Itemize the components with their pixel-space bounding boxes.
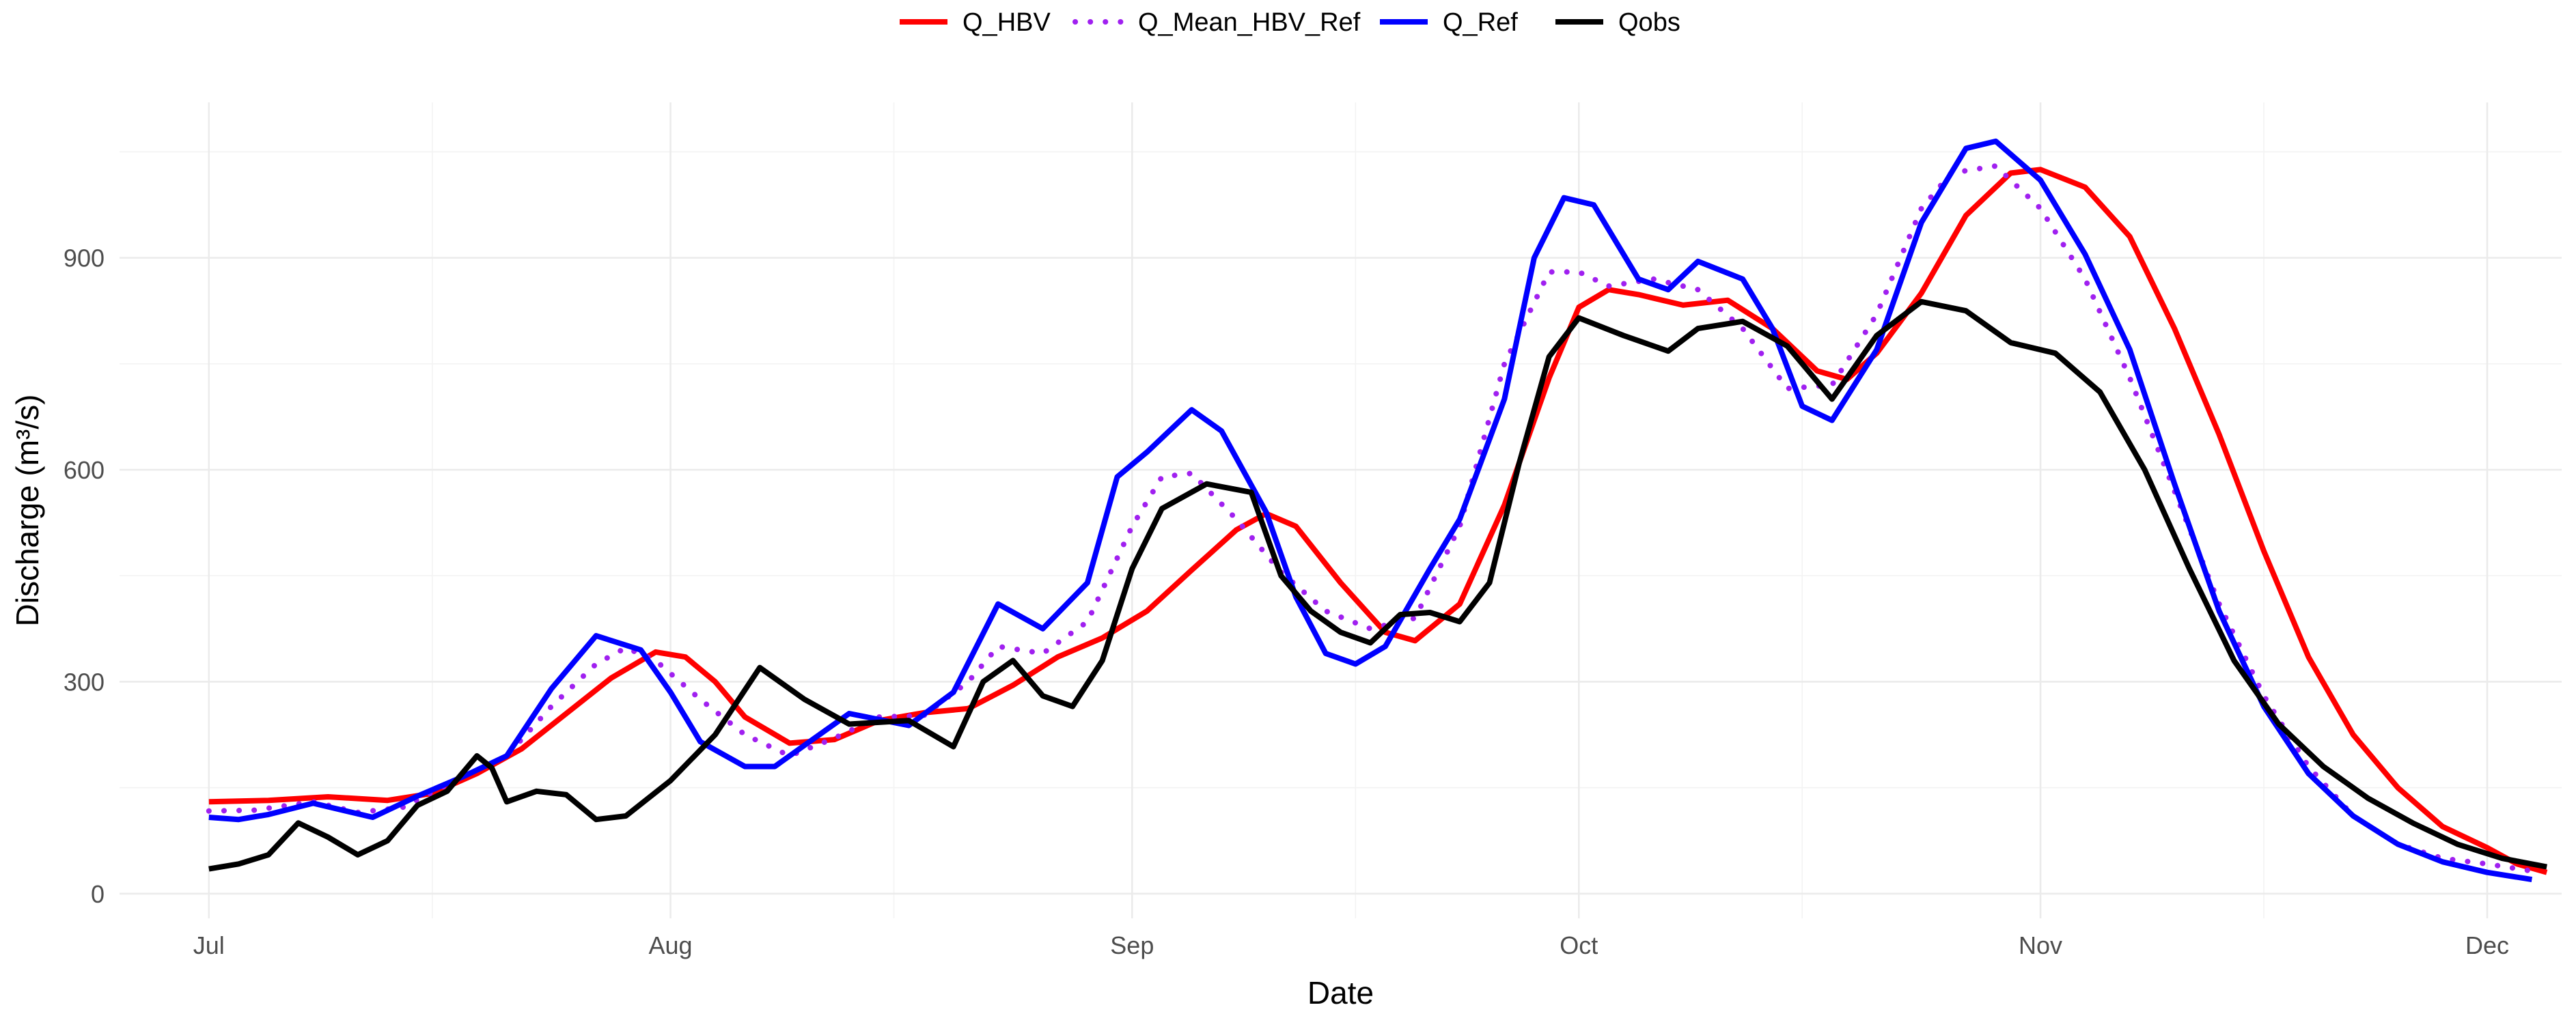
series-lines xyxy=(206,138,2548,883)
y-tick-label: 600 xyxy=(64,456,105,484)
legend-label-q-mean-hbv-ref: Q_Mean_HBV_Ref xyxy=(1138,8,1361,37)
series-line-q-mean-hbv-ref xyxy=(206,163,2535,874)
legend-label-q-ref: Q_Ref xyxy=(1443,8,1518,37)
x-tick-label: Jul xyxy=(193,931,225,959)
x-tick-label: Sep xyxy=(1110,931,1154,959)
x-tick-label: Oct xyxy=(1560,931,1598,959)
series-line-q-ref xyxy=(208,138,2533,883)
x-tick-label: Nov xyxy=(2019,931,2062,959)
legend: Q_HBV Q_Mean_HBV_Ref Q_Ref Qobs xyxy=(900,8,1680,37)
grid xyxy=(120,102,2562,918)
y-tick-label: 900 xyxy=(64,244,105,272)
x-tick-label: Aug xyxy=(649,931,693,959)
y-axis-title: Discharge (m³/s) xyxy=(10,395,45,627)
series-line-q-hbv xyxy=(208,167,2548,875)
legend-label-qobs: Qobs xyxy=(1618,8,1680,37)
x-axis-title: Date xyxy=(1307,975,1374,1011)
legend-label-q-hbv: Q_HBV xyxy=(962,8,1051,37)
x-tick-label: Dec xyxy=(2465,931,2509,959)
y-axis-ticks: 0 300 600 900 xyxy=(64,244,105,908)
y-tick-label: 0 xyxy=(91,880,105,908)
series-line-qobs xyxy=(208,298,2547,872)
x-axis-ticks: Jul Aug Sep Oct Nov Dec xyxy=(193,931,2509,959)
y-tick-label: 300 xyxy=(64,668,105,696)
